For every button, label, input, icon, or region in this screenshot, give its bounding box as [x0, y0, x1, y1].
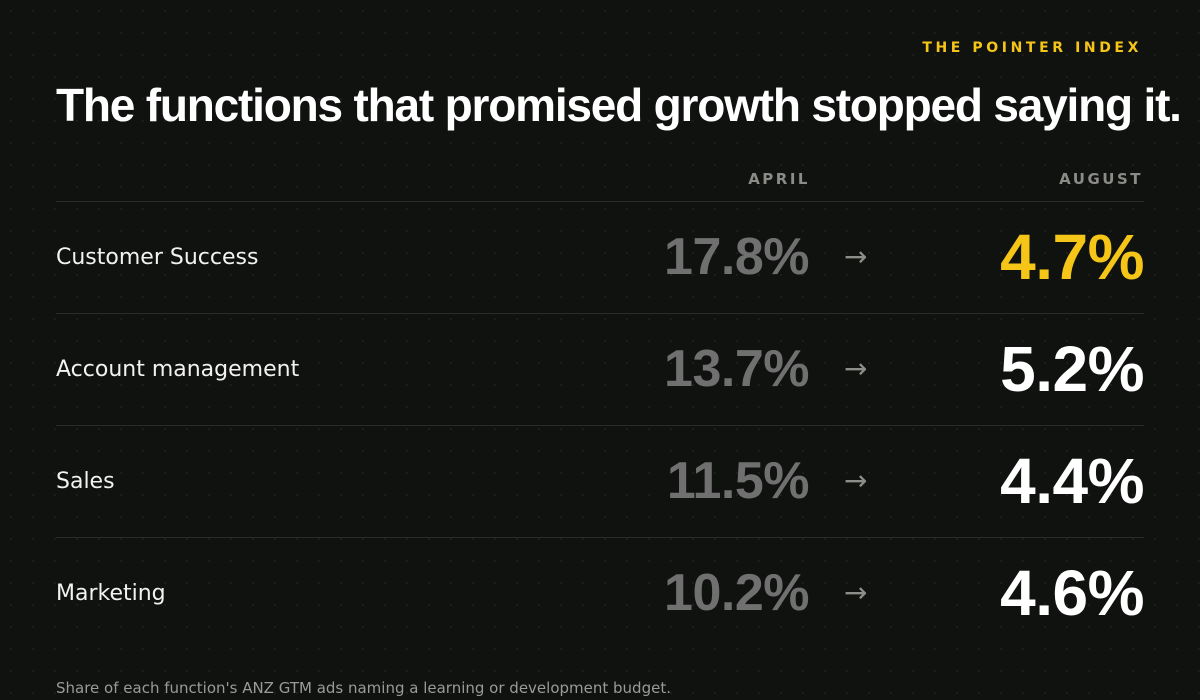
- column-header-april: APRIL: [748, 170, 810, 188]
- footnote: Share of each function's ANZ GTM ads nam…: [56, 679, 671, 697]
- table-row: Sales 11.5% → 4.4%: [56, 425, 1144, 537]
- brand-label: THE POINTER INDEX: [922, 40, 1142, 56]
- comparison-table: Customer Success 17.8% → 4.7% Account manage…: [56, 201, 1144, 649]
- page-title: The functions that promised growth stopp…: [56, 79, 1182, 131]
- arrow-right-icon: →: [844, 576, 868, 609]
- table-row: Account management 13.7% → 5.2%: [56, 313, 1144, 425]
- april-value: 10.2%: [664, 564, 809, 622]
- row-label: Customer Success: [56, 245, 259, 270]
- august-value: 5.2%: [1000, 333, 1144, 405]
- row-label: Marketing: [56, 581, 166, 606]
- arrow-right-icon: →: [844, 352, 868, 385]
- row-label: Sales: [56, 469, 115, 494]
- april-value: 17.8%: [664, 228, 809, 286]
- arrow-right-icon: →: [844, 240, 868, 273]
- august-value: 4.7%: [1000, 221, 1144, 293]
- april-value: 11.5%: [666, 452, 810, 510]
- table-row: Marketing 10.2% → 4.6%: [56, 537, 1144, 649]
- august-value: 4.6%: [1000, 557, 1144, 629]
- april-value: 13.7%: [664, 340, 809, 398]
- august-value: 4.4%: [1000, 445, 1144, 517]
- column-header-august: AUGUST: [1059, 170, 1143, 188]
- row-label: Account management: [56, 357, 300, 382]
- table-row: Customer Success 17.8% → 4.7%: [56, 201, 1144, 313]
- arrow-right-icon: →: [844, 464, 868, 497]
